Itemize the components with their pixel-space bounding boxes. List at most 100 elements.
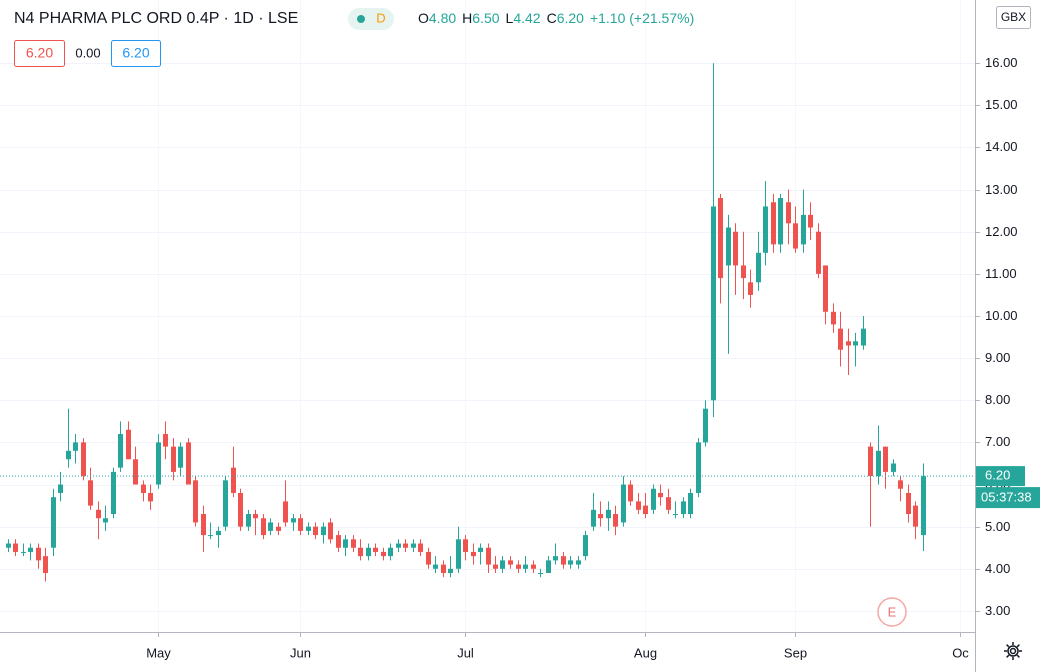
legend-value: 6.50 <box>472 10 499 26</box>
candle-body <box>471 551 476 557</box>
candle-body <box>111 471 116 515</box>
candle-body <box>868 446 873 477</box>
earnings-label: E <box>888 604 897 619</box>
settings-icon[interactable] <box>1004 642 1022 660</box>
legend-value: 4.80 <box>429 10 456 26</box>
candle-body <box>238 492 243 527</box>
legend-key: L <box>506 10 514 26</box>
candle-body <box>516 564 521 569</box>
candle-body <box>118 433 123 468</box>
legend-value: 6.20 <box>557 10 584 26</box>
candle-body <box>456 539 461 569</box>
candle-body <box>883 446 888 472</box>
y-tick-label: 7.00 <box>985 434 1010 449</box>
candle-body <box>553 556 558 561</box>
indicator-box <box>14 40 65 67</box>
candle-body <box>771 202 776 245</box>
candle-body <box>733 231 738 266</box>
candle-body <box>636 501 641 510</box>
candle-body <box>88 480 93 506</box>
candle-body <box>13 543 18 552</box>
candle-body <box>216 530 221 536</box>
candle-body <box>336 535 341 548</box>
candle-body <box>726 227 731 266</box>
y-tick-label: 5.00 <box>985 519 1010 534</box>
candle-body <box>658 492 663 498</box>
candle-body <box>268 522 273 531</box>
candle-body <box>643 505 648 515</box>
y-tick-label: 4.00 <box>985 561 1010 576</box>
candle-body <box>696 442 701 493</box>
y-tick-label: 14.00 <box>985 139 1018 154</box>
candle-body <box>381 551 386 557</box>
countdown-box <box>976 487 1040 509</box>
candle-body <box>21 551 26 553</box>
candle-body <box>538 573 543 575</box>
candle-body <box>141 484 146 493</box>
candle-body <box>36 547 41 561</box>
candle-body <box>126 429 131 460</box>
indicator-value: 6.20 <box>26 45 53 61</box>
badge: D <box>376 10 385 25</box>
grid <box>0 63 975 612</box>
candle-body <box>171 446 176 472</box>
candle-body <box>598 514 603 519</box>
x-tick-label: May <box>146 645 171 660</box>
currency: GBX <box>1001 10 1026 24</box>
candle-body <box>568 560 573 565</box>
candle-body <box>583 535 588 557</box>
candle-body <box>816 231 821 274</box>
legend-key: H <box>462 10 472 26</box>
candle-body <box>763 206 768 253</box>
candle-body <box>426 551 431 565</box>
candle-body <box>853 341 858 346</box>
candle-body <box>846 341 851 346</box>
candle-body <box>898 480 903 489</box>
candle-body <box>81 442 86 477</box>
candle-body <box>793 223 798 249</box>
candle-body <box>561 556 566 565</box>
status-dot <box>357 15 365 23</box>
candle-body <box>688 492 693 515</box>
candle-body <box>223 480 228 527</box>
candle-body <box>786 202 791 224</box>
candle-body <box>148 492 153 502</box>
candle-body <box>628 484 633 502</box>
candle-body <box>576 560 581 565</box>
currency-box[interactable] <box>996 6 1031 29</box>
candle-body <box>906 492 911 515</box>
candle-body <box>321 526 326 536</box>
candle-body <box>291 518 296 523</box>
candle-body <box>388 547 393 557</box>
chart-title: N4 PHARMA PLC ORD 0.4P · 1D · LSE <box>14 10 298 27</box>
candle-body <box>651 488 656 510</box>
last-price-label: 6.20 <box>985 468 1010 483</box>
candle-body <box>283 501 288 523</box>
candle-body <box>186 442 191 485</box>
candle-body <box>43 556 48 574</box>
candle-body <box>366 547 371 557</box>
candle-body <box>411 543 416 548</box>
candle-body <box>673 514 678 516</box>
candle-body <box>178 446 183 468</box>
legend-value: 4.42 <box>513 10 540 26</box>
candle-body <box>253 514 258 519</box>
candle-body <box>493 564 498 569</box>
y-tick-label: 3.00 <box>985 603 1010 618</box>
candle-body <box>921 476 926 536</box>
candle-body <box>591 509 596 527</box>
candle-body <box>703 408 708 443</box>
candle-body <box>433 564 438 569</box>
x-tick-label: Oc <box>952 645 969 660</box>
indicator-value: 6.20 <box>122 45 149 61</box>
earnings-marker[interactable] <box>877 597 907 627</box>
candle-body <box>801 214 806 245</box>
candle-body <box>500 560 505 569</box>
indicator-box <box>111 40 161 67</box>
status-pill[interactable] <box>348 8 394 30</box>
candle-body <box>891 463 896 472</box>
candle-body <box>328 522 333 540</box>
